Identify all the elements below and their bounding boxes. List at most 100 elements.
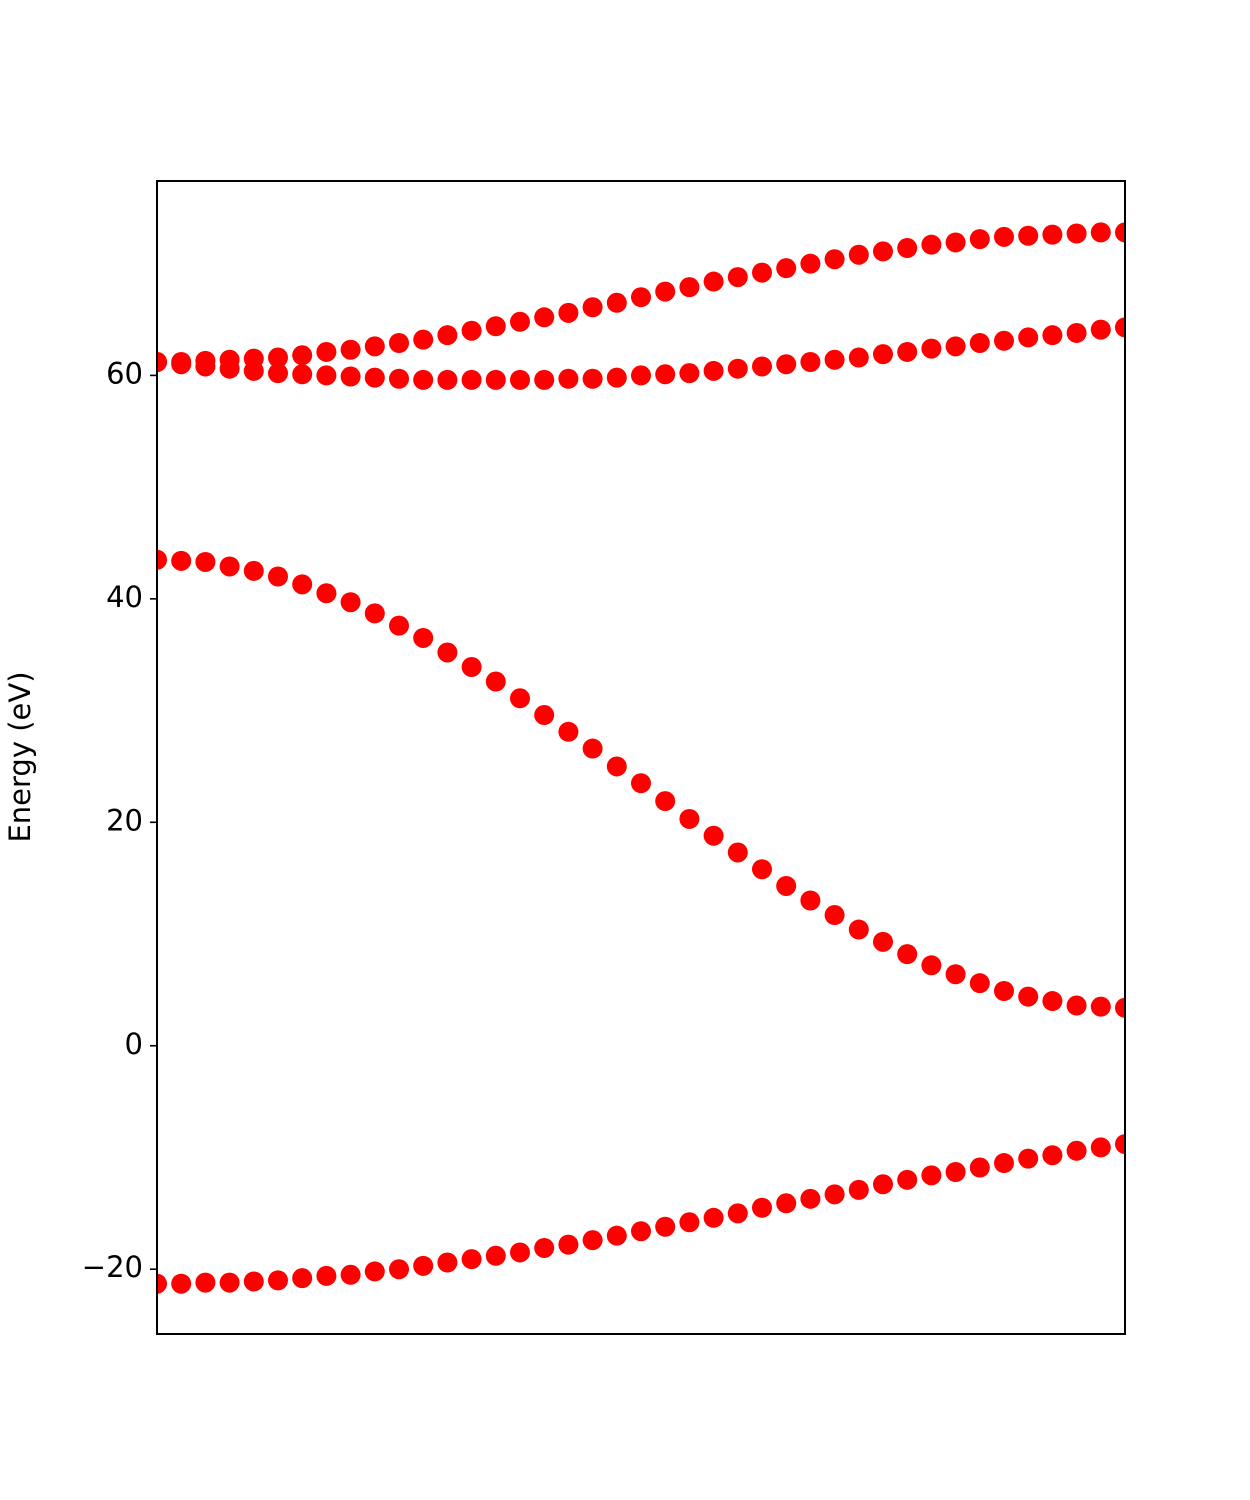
point bbox=[873, 344, 893, 365]
point bbox=[606, 367, 627, 388]
point bbox=[219, 556, 240, 577]
point bbox=[824, 349, 845, 370]
point bbox=[485, 671, 506, 692]
point bbox=[485, 316, 506, 337]
point bbox=[510, 1242, 530, 1263]
point bbox=[800, 890, 821, 911]
y-tick-label: 0 bbox=[125, 1027, 143, 1061]
point bbox=[485, 369, 506, 390]
point bbox=[945, 336, 966, 357]
y-tick-label: 20 bbox=[106, 803, 143, 837]
point bbox=[703, 360, 724, 381]
point bbox=[1018, 327, 1039, 348]
point bbox=[969, 229, 990, 250]
point bbox=[316, 365, 337, 386]
point bbox=[437, 369, 458, 390]
point bbox=[316, 583, 337, 604]
point bbox=[631, 287, 651, 308]
point bbox=[195, 1272, 216, 1293]
point bbox=[292, 574, 313, 595]
point bbox=[364, 336, 385, 357]
point bbox=[1066, 322, 1087, 343]
point bbox=[413, 627, 434, 648]
point bbox=[582, 1230, 603, 1251]
point bbox=[703, 1207, 724, 1228]
point bbox=[461, 369, 482, 390]
point bbox=[1018, 225, 1039, 246]
point bbox=[848, 347, 869, 368]
point bbox=[1042, 1145, 1063, 1166]
point bbox=[776, 354, 797, 375]
point bbox=[316, 1265, 337, 1286]
point bbox=[994, 226, 1014, 247]
point bbox=[534, 307, 555, 328]
point bbox=[243, 560, 264, 581]
point bbox=[921, 234, 942, 255]
point bbox=[268, 347, 288, 368]
point bbox=[157, 1273, 167, 1294]
point bbox=[994, 1153, 1014, 1174]
point bbox=[195, 356, 216, 377]
point bbox=[897, 944, 918, 965]
point bbox=[848, 244, 869, 265]
point bbox=[437, 1252, 458, 1273]
point bbox=[558, 1234, 579, 1255]
point bbox=[945, 1161, 966, 1182]
point bbox=[921, 1165, 942, 1186]
point bbox=[340, 592, 361, 613]
y-tick-label: 60 bbox=[106, 356, 143, 390]
point bbox=[219, 1272, 240, 1293]
point bbox=[1066, 1140, 1087, 1161]
point bbox=[534, 369, 555, 390]
point bbox=[945, 964, 966, 985]
point bbox=[752, 356, 772, 377]
point bbox=[655, 364, 676, 385]
point bbox=[606, 292, 627, 313]
point bbox=[1115, 317, 1125, 338]
point bbox=[558, 368, 579, 389]
point bbox=[582, 738, 603, 759]
point bbox=[364, 1261, 385, 1282]
point bbox=[340, 339, 361, 360]
point bbox=[848, 1179, 869, 1200]
point bbox=[413, 369, 434, 390]
point bbox=[824, 905, 845, 926]
point bbox=[921, 338, 942, 359]
point bbox=[873, 241, 893, 262]
point bbox=[1115, 1134, 1125, 1155]
point bbox=[558, 302, 579, 323]
point bbox=[437, 325, 458, 346]
point bbox=[1042, 325, 1063, 346]
point bbox=[824, 1184, 845, 1205]
point bbox=[171, 1273, 192, 1294]
point bbox=[1018, 986, 1039, 1007]
point bbox=[1018, 1148, 1039, 1169]
point bbox=[461, 1249, 482, 1270]
point bbox=[800, 253, 821, 274]
point bbox=[727, 267, 748, 288]
point bbox=[824, 249, 845, 270]
point bbox=[413, 329, 434, 350]
point bbox=[703, 825, 724, 846]
point bbox=[631, 365, 651, 386]
point bbox=[897, 1169, 918, 1190]
point bbox=[752, 262, 772, 283]
point bbox=[437, 642, 458, 663]
point bbox=[364, 367, 385, 388]
point bbox=[534, 705, 555, 726]
point bbox=[1066, 223, 1087, 244]
point bbox=[1090, 319, 1111, 340]
point bbox=[364, 603, 385, 624]
point bbox=[292, 345, 313, 366]
point bbox=[243, 360, 264, 381]
point bbox=[1066, 995, 1087, 1016]
point bbox=[1090, 996, 1111, 1017]
point bbox=[776, 1193, 797, 1214]
point bbox=[340, 1264, 361, 1285]
point bbox=[558, 721, 579, 742]
point bbox=[679, 1212, 700, 1233]
point bbox=[969, 333, 990, 354]
point bbox=[582, 368, 603, 389]
point bbox=[292, 1268, 313, 1289]
